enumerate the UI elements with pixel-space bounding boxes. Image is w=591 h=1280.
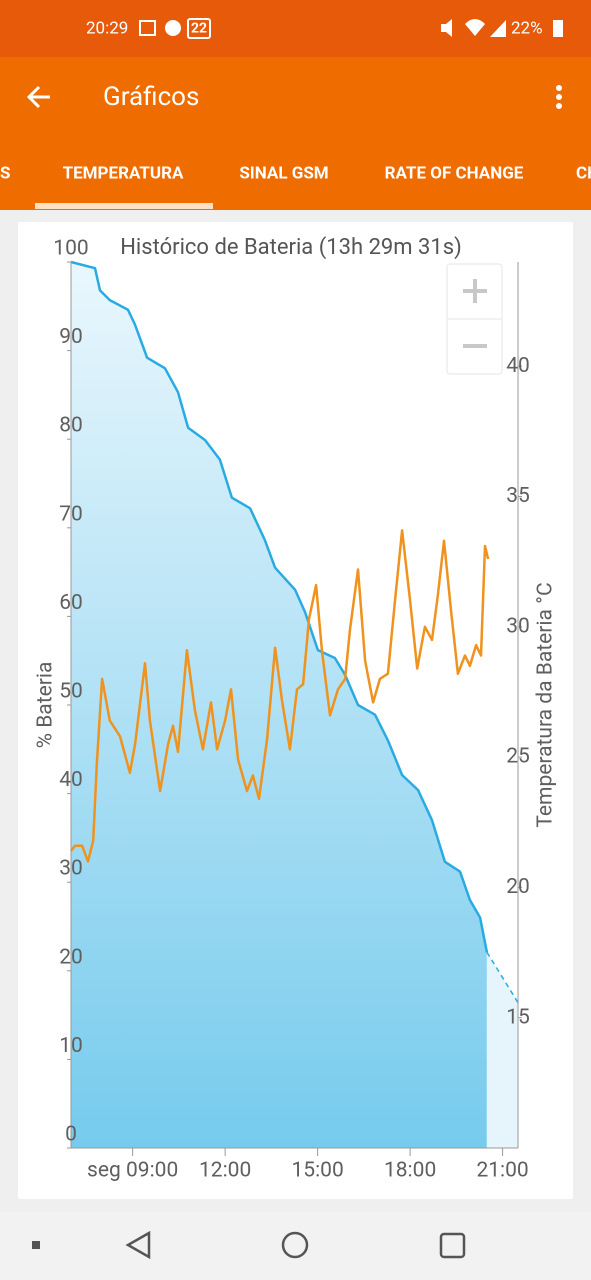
status-badge: 22 — [191, 21, 207, 37]
y2-tick-label: 15 — [506, 1005, 530, 1029]
series-line — [70, 260, 489, 953]
y2-tick-label: 40 — [506, 354, 530, 378]
app-bar — [0, 57, 591, 210]
tab[interactable]: S — [0, 163, 10, 183]
y2-axis-label: Temperatura da Bateria °C — [534, 582, 558, 827]
app-title: Gráficos — [103, 82, 199, 112]
y-tick-label: 20 — [59, 945, 83, 969]
status-bar — [0, 0, 591, 57]
tab[interactable]: SINAL GSM — [239, 163, 328, 183]
y-tick-label: 50 — [59, 680, 83, 704]
nav-back[interactable] — [125, 1230, 151, 1260]
series-line — [70, 529, 490, 863]
nav-dot[interactable] — [32, 1241, 40, 1249]
y-tick-label: 90 — [59, 325, 83, 349]
x-tick-label: 15:00 — [291, 1159, 343, 1183]
signal-icon — [490, 20, 506, 37]
y-tick-label: 70 — [59, 502, 83, 526]
y-tick-label: 80 — [59, 414, 83, 438]
area-fill — [486, 952, 518, 1148]
status-battery: 22% — [511, 18, 543, 38]
x-tick-label: 12:00 — [199, 1159, 251, 1183]
wifi-icon — [465, 19, 485, 36]
x-tick-label: 18:00 — [384, 1159, 436, 1183]
y2-tick-label: 30 — [506, 614, 530, 638]
chart-title: Histórico de Bateria (13h 29m 31s) — [120, 235, 462, 260]
zoom-in-button[interactable] — [463, 279, 487, 303]
y2-tick-label: 25 — [506, 745, 530, 769]
y2-tick-label: 35 — [506, 484, 530, 508]
plot: 0 10 20 30 40 50 60 70 80 90 100 15 20 25 30 35 40 seg 09… — [53, 237, 530, 1183]
y2-tick-label: 20 — [506, 875, 530, 899]
gallery-icon — [139, 20, 156, 36]
x-tick-label: seg 09:00 — [87, 1159, 178, 1183]
x-tick-label: 21:00 — [476, 1159, 528, 1183]
nav-bar — [0, 1212, 591, 1280]
menu-button[interactable] — [556, 85, 562, 109]
tab[interactable]: RATE OF CHANGE — [385, 163, 524, 183]
tab[interactable]: TEMPERATURA — [63, 163, 184, 183]
nav-recents[interactable] — [439, 1232, 466, 1259]
facebook-icon — [165, 20, 181, 36]
badge-icon — [187, 18, 211, 39]
status-time: 20:29 — [86, 18, 128, 38]
back-button[interactable] — [26, 85, 50, 109]
y-tick-label: 100 — [53, 237, 88, 261]
area-fill — [71, 262, 487, 1148]
tab-indicator — [35, 203, 213, 209]
y-tick-label: 60 — [59, 591, 83, 615]
projection-line — [486, 951, 519, 1004]
y-axis-label: % Bateria — [34, 662, 58, 749]
y-tick-label: 30 — [59, 857, 83, 881]
mute-icon — [441, 19, 452, 37]
battery-icon — [553, 20, 563, 37]
y-tick-label: 0 — [65, 1123, 77, 1147]
y-tick-label: 40 — [59, 768, 83, 792]
y-tick-label: 10 — [59, 1034, 83, 1058]
zoom-controls — [446, 263, 503, 375]
nav-home[interactable] — [281, 1231, 309, 1259]
tab[interactable]: CH — [576, 163, 591, 183]
